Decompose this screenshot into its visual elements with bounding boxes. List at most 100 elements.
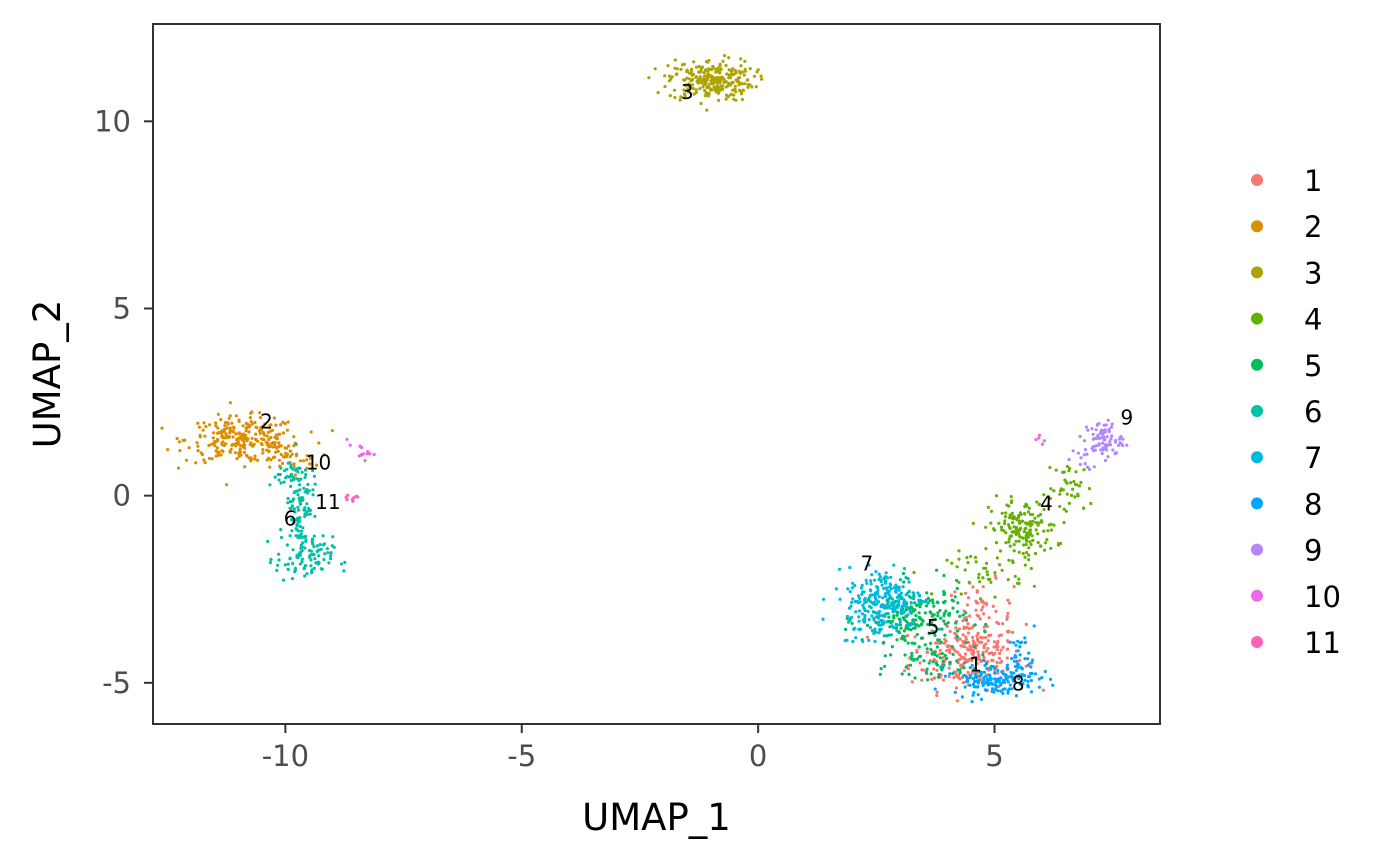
data-point	[282, 480, 286, 484]
cluster-8-points	[933, 624, 1055, 704]
data-point	[694, 90, 698, 95]
data-point	[880, 620, 884, 624]
x-tick-label: 0	[749, 739, 767, 773]
data-point	[1010, 559, 1015, 563]
data-point	[948, 629, 952, 634]
data-point	[952, 675, 956, 680]
data-point	[882, 586, 886, 591]
data-point	[964, 641, 968, 645]
data-point	[694, 65, 699, 69]
data-point	[979, 597, 983, 601]
data-point	[225, 426, 229, 430]
data-point	[1028, 529, 1032, 533]
data-point	[857, 619, 861, 623]
data-point	[971, 682, 976, 687]
data-point	[209, 442, 214, 446]
data-point	[922, 659, 926, 663]
data-point	[217, 431, 221, 435]
data-point	[293, 490, 297, 494]
data-point	[673, 95, 677, 100]
data-point	[266, 430, 270, 434]
data-point	[274, 433, 278, 437]
data-point	[698, 76, 702, 80]
data-point	[328, 557, 333, 561]
data-point	[957, 557, 961, 561]
cluster-2-points	[160, 401, 334, 487]
data-point	[1103, 428, 1107, 432]
data-point	[1052, 523, 1056, 527]
data-point	[962, 625, 966, 629]
data-point	[288, 534, 292, 538]
data-point	[924, 604, 929, 608]
data-point	[317, 554, 321, 558]
data-point	[685, 76, 689, 80]
legend-label-2: 2	[1304, 210, 1322, 244]
data-point	[888, 606, 892, 610]
data-point	[259, 426, 263, 430]
data-point	[898, 596, 902, 600]
data-point	[244, 453, 249, 457]
y-tick-label: -5	[102, 666, 131, 700]
data-point	[1086, 428, 1090, 432]
data-point	[978, 580, 982, 584]
data-point	[930, 652, 935, 656]
data-point	[954, 670, 958, 675]
data-point	[359, 453, 363, 457]
data-point	[1082, 453, 1086, 457]
data-point	[256, 458, 260, 462]
data-point	[1024, 543, 1028, 547]
data-point	[729, 93, 734, 97]
data-point	[708, 73, 712, 77]
data-point	[945, 558, 949, 562]
data-point	[961, 681, 965, 685]
data-point	[1026, 657, 1030, 661]
panel-border	[152, 23, 1161, 725]
cluster-10-points	[345, 433, 1046, 463]
data-point	[853, 626, 857, 630]
data-point	[207, 443, 211, 448]
data-point	[252, 442, 256, 446]
data-point	[959, 655, 964, 659]
data-point	[903, 638, 907, 643]
data-point	[886, 611, 890, 616]
data-point	[754, 85, 758, 89]
data-point	[1040, 442, 1044, 446]
data-point	[298, 502, 302, 506]
data-point	[268, 483, 272, 487]
data-point	[929, 672, 933, 676]
data-point	[888, 620, 892, 624]
data-point	[1049, 546, 1053, 551]
data-point	[323, 552, 327, 556]
data-point	[730, 80, 734, 84]
data-point	[950, 598, 954, 602]
data-point	[914, 613, 918, 618]
data-point	[876, 588, 880, 592]
legend: 1 2 3 4 5 6 7 8 9 10 11	[1251, 164, 1341, 660]
data-point	[986, 677, 990, 681]
data-point	[938, 652, 942, 656]
data-point	[298, 488, 302, 492]
data-point	[1106, 455, 1110, 459]
data-point	[236, 441, 240, 445]
data-point	[686, 87, 690, 91]
data-point	[1017, 514, 1021, 518]
data-point	[303, 564, 308, 568]
data-point	[953, 590, 957, 594]
data-point	[692, 60, 696, 64]
data-point	[913, 676, 917, 680]
data-point	[890, 624, 894, 628]
data-point	[977, 614, 981, 618]
data-point	[963, 661, 967, 665]
data-point	[953, 690, 957, 695]
data-point	[296, 470, 300, 474]
points-layer	[160, 54, 1129, 704]
data-point	[682, 62, 687, 66]
data-point	[910, 641, 914, 645]
data-point	[859, 627, 863, 631]
data-point	[287, 475, 291, 479]
data-point	[872, 631, 876, 636]
data-point	[887, 597, 891, 601]
data-point	[286, 501, 290, 505]
data-point	[895, 638, 899, 642]
data-point	[974, 608, 978, 612]
